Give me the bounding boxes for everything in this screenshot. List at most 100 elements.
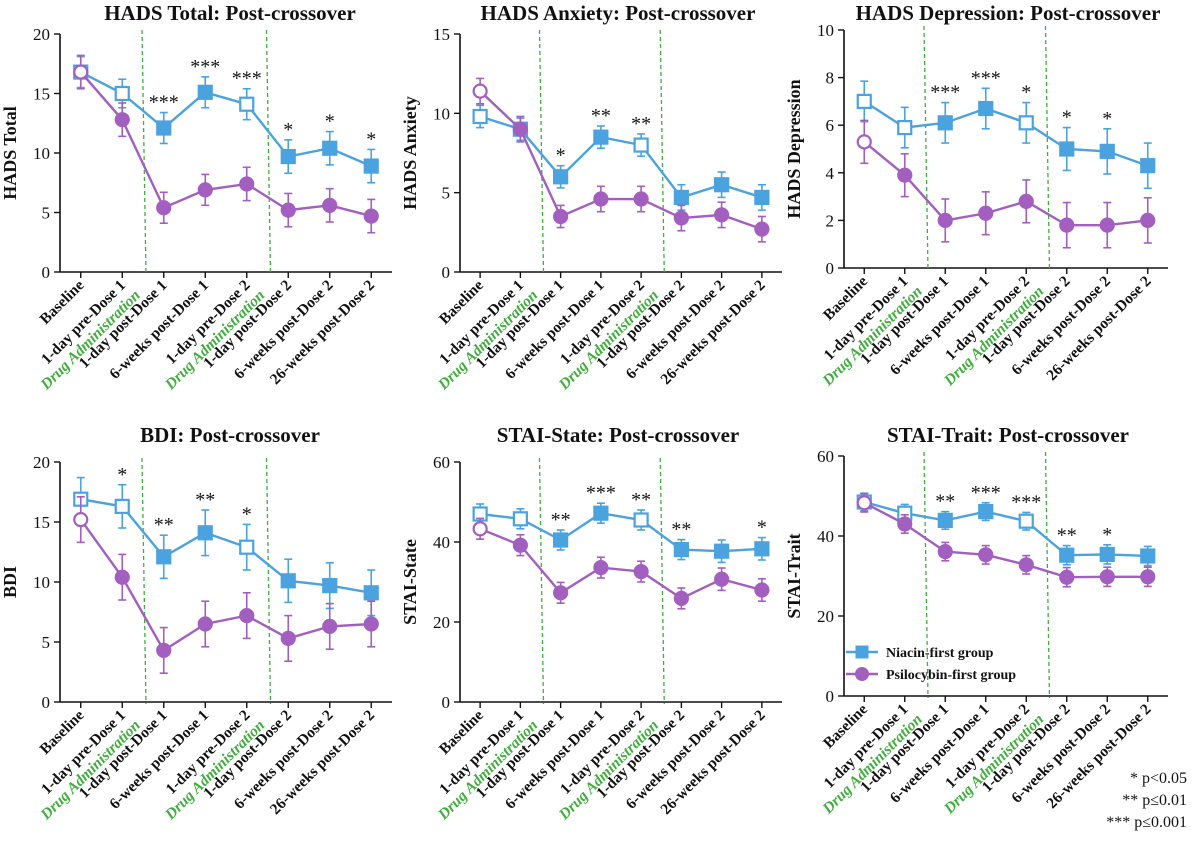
- significance-marker: **: [631, 489, 651, 511]
- chart-panel-4: BDI: Post-crossoverBDI05101520Baseline1-…: [0, 423, 392, 824]
- data-point: [114, 569, 130, 585]
- data-point: [1099, 569, 1115, 585]
- significance-marker: **: [1057, 525, 1077, 547]
- y-axis-label: HADS Depression: [784, 79, 804, 218]
- chart-title: HADS Depression: Post-crossover: [856, 1, 1161, 25]
- data-point: [593, 559, 609, 576]
- y-axis-label: BDI: [0, 566, 20, 598]
- significance-marker: **: [631, 113, 651, 135]
- y-tick-label: 40: [817, 527, 834, 546]
- data-point: [754, 221, 770, 237]
- data-point: [978, 504, 994, 520]
- y-tick-label: 60: [817, 447, 834, 466]
- data-point: [322, 618, 338, 635]
- data-point: [363, 208, 379, 224]
- data-point: [363, 616, 379, 632]
- series-psilocybin-first: [73, 495, 379, 675]
- data-point: [937, 212, 953, 228]
- data-point: [714, 571, 730, 587]
- y-tick-label: 0: [442, 693, 451, 712]
- y-tick-label: 60: [433, 453, 450, 472]
- data-point: [1140, 158, 1156, 174]
- data-point: [512, 121, 528, 137]
- y-tick-label: 10: [33, 144, 50, 163]
- data-point: [472, 521, 488, 537]
- significance-marker: ***: [971, 482, 1001, 504]
- drug-administration-line: [923, 25, 929, 271]
- y-tick-label: 20: [817, 607, 834, 626]
- legend-label-psilocybin: Psilocybin-first group: [886, 668, 1016, 683]
- y-tick-label: 5: [42, 204, 51, 223]
- drug-administration-line: [1044, 451, 1051, 699]
- data-point: [280, 202, 296, 218]
- data-point: [239, 96, 255, 112]
- y-axis-label: HADS Total: [0, 106, 20, 200]
- significance-marker: ***: [586, 482, 616, 504]
- y-tick-label: 10: [33, 573, 50, 592]
- data-point: [1018, 193, 1034, 209]
- data-point: [156, 120, 172, 136]
- y-tick-label: 2: [826, 211, 835, 230]
- y-axis-label: STAI-Trait: [784, 533, 804, 618]
- significance-marker: *: [1062, 107, 1072, 129]
- y-tick-label: 20: [33, 453, 50, 472]
- data-point: [1099, 143, 1115, 159]
- drug-administration-line: [538, 457, 545, 705]
- data-point: [322, 197, 338, 213]
- data-point: [197, 616, 213, 632]
- y-tick-label: 6: [826, 116, 835, 135]
- significance-marker: *: [117, 464, 127, 486]
- y-tick-label: 15: [33, 513, 50, 532]
- significance-marker: **: [671, 519, 691, 541]
- significance-marker: *: [325, 111, 335, 133]
- data-point: [937, 512, 953, 529]
- significance-marker: *: [1102, 108, 1112, 130]
- y-tick-label: 5: [42, 633, 51, 652]
- significance-marker: ***: [190, 56, 220, 78]
- data-point: [553, 585, 569, 601]
- chart-panel-1: HADS Total: Post-crossover HADS Total 0 5 10…: [0, 1, 392, 394]
- data-point: [673, 189, 689, 206]
- y-tick-label: 0: [42, 693, 51, 712]
- significance-marker: ***: [971, 67, 1001, 89]
- data-point: [856, 495, 872, 511]
- data-point: [1140, 548, 1156, 564]
- drug-administration-line: [659, 457, 665, 705]
- data-point: [978, 100, 994, 117]
- y-tick-label: 8: [826, 69, 835, 88]
- legend-marker-niacin: [855, 645, 869, 659]
- y-tick-label: 20: [433, 613, 450, 632]
- data-point: [1059, 547, 1075, 563]
- significance-marker: **: [935, 491, 955, 513]
- chart-title: HADS Anxiety: Post-crossover: [481, 1, 756, 25]
- data-point: [363, 585, 379, 601]
- y-tick-label: 20: [33, 25, 50, 44]
- data-point: [1018, 115, 1034, 131]
- data-point: [156, 549, 172, 565]
- significance-marker: **: [591, 105, 611, 127]
- chart-panel-3: HADS Depression: Post-crossover HADS Depr…: [784, 1, 1168, 390]
- legend-label-niacin: Niacin-first group: [886, 646, 994, 661]
- significance-marker: ***: [1011, 491, 1041, 513]
- data-point: [512, 537, 528, 553]
- data-point: [897, 516, 913, 532]
- pvalue-key-entry: * p<0.05: [1130, 770, 1187, 787]
- y-tick-label: 40: [433, 533, 450, 552]
- significance-marker: **: [195, 489, 215, 511]
- data-point: [633, 191, 649, 207]
- series-psilocybin-first: [856, 492, 1156, 588]
- data-point: [673, 590, 689, 607]
- data-point: [633, 137, 649, 153]
- chart-title: STAI-State: Post-crossover: [497, 423, 739, 447]
- data-point: [197, 84, 213, 100]
- data-point: [593, 191, 609, 207]
- data-point: [897, 119, 913, 136]
- data-point: [114, 498, 130, 514]
- drug-administration-line: [538, 29, 545, 275]
- data-point: [1099, 546, 1115, 563]
- y-axis-label: HADS Anxiety: [400, 96, 420, 210]
- data-point: [1059, 217, 1075, 233]
- y-tick-label: 15: [433, 25, 450, 44]
- series-psilocybin-first: [856, 119, 1156, 249]
- y-tick-label: 0: [42, 263, 51, 282]
